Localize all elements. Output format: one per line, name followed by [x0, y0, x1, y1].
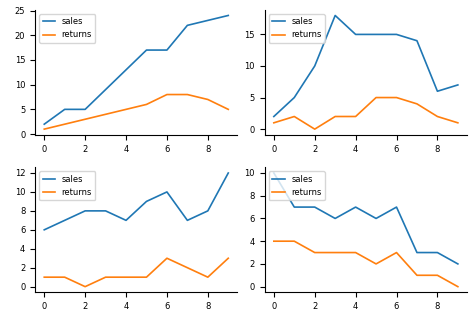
returns — [373, 262, 379, 266]
returns — [205, 275, 210, 279]
sales — [62, 218, 67, 222]
returns — [123, 275, 129, 279]
sales — [394, 205, 400, 209]
returns — [414, 102, 420, 106]
returns — [103, 275, 109, 279]
sales — [62, 107, 67, 111]
sales — [435, 89, 440, 93]
sales — [144, 199, 149, 203]
returns — [62, 122, 67, 126]
returns — [226, 107, 231, 111]
returns — [271, 121, 277, 125]
returns — [394, 251, 400, 254]
sales — [394, 32, 400, 36]
sales — [103, 209, 109, 213]
sales — [414, 251, 420, 254]
returns — [414, 273, 420, 277]
sales — [184, 218, 190, 222]
sales — [312, 205, 318, 209]
sales — [41, 228, 47, 232]
returns — [332, 114, 338, 118]
returns — [123, 107, 129, 111]
returns — [164, 256, 170, 260]
sales — [312, 64, 318, 68]
sales — [103, 88, 109, 92]
returns — [82, 285, 88, 288]
returns — [41, 127, 47, 131]
sales — [455, 83, 461, 87]
sales — [455, 262, 461, 266]
returns — [205, 98, 210, 101]
Legend: sales, returns: sales, returns — [39, 171, 95, 200]
sales — [82, 209, 88, 213]
sales — [353, 205, 358, 209]
Line: returns: returns — [44, 94, 228, 129]
sales — [353, 32, 358, 36]
returns — [164, 93, 170, 96]
returns — [435, 273, 440, 277]
returns — [332, 251, 338, 254]
Legend: sales, returns: sales, returns — [269, 14, 325, 43]
Line: returns: returns — [274, 241, 458, 287]
sales — [205, 18, 210, 22]
returns — [353, 114, 358, 118]
returns — [226, 256, 231, 260]
returns — [271, 239, 277, 243]
returns — [184, 93, 190, 96]
returns — [62, 275, 67, 279]
sales — [123, 68, 129, 72]
Line: sales: sales — [274, 173, 458, 264]
sales — [373, 217, 379, 220]
sales — [164, 48, 170, 52]
sales — [123, 218, 129, 222]
sales — [271, 114, 277, 118]
returns — [435, 114, 440, 118]
returns — [312, 251, 318, 254]
returns — [144, 102, 149, 106]
Line: returns: returns — [274, 98, 458, 129]
returns — [41, 275, 47, 279]
Line: returns: returns — [44, 258, 228, 287]
Line: sales: sales — [44, 173, 228, 230]
Line: sales: sales — [274, 16, 458, 116]
sales — [226, 171, 231, 175]
sales — [184, 24, 190, 27]
returns — [455, 285, 461, 288]
returns — [394, 96, 400, 100]
returns — [184, 266, 190, 270]
sales — [435, 251, 440, 254]
sales — [226, 14, 231, 17]
sales — [292, 205, 297, 209]
sales — [292, 96, 297, 100]
Legend: sales, returns: sales, returns — [39, 14, 95, 43]
returns — [103, 112, 109, 116]
sales — [332, 217, 338, 220]
sales — [82, 107, 88, 111]
sales — [414, 39, 420, 43]
returns — [373, 96, 379, 100]
Line: sales: sales — [44, 16, 228, 124]
sales — [373, 32, 379, 36]
returns — [82, 117, 88, 121]
returns — [292, 114, 297, 118]
sales — [332, 14, 338, 17]
sales — [144, 48, 149, 52]
Legend: sales, returns: sales, returns — [269, 171, 325, 200]
sales — [271, 171, 277, 175]
sales — [205, 209, 210, 213]
returns — [455, 121, 461, 125]
returns — [292, 239, 297, 243]
sales — [164, 190, 170, 194]
returns — [144, 275, 149, 279]
sales — [41, 122, 47, 126]
returns — [312, 127, 318, 131]
returns — [353, 251, 358, 254]
